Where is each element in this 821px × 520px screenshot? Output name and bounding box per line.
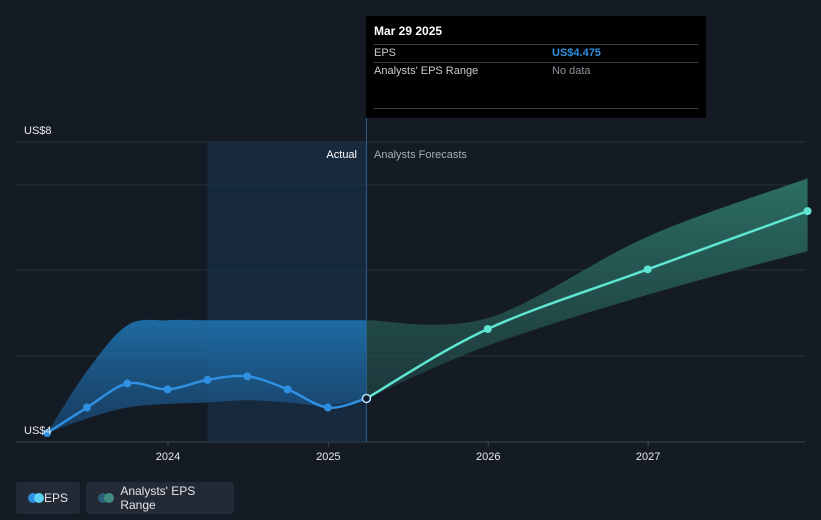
forecast-section-label: Analysts Forecasts xyxy=(374,149,467,161)
legend-item-eps[interactable]: EPS xyxy=(16,482,80,514)
hover-tooltip: Mar 29 2025 EPS US$4.475 Analysts' EPS R… xyxy=(366,16,706,118)
actual-section-label: Actual xyxy=(326,149,357,161)
range-legend-icon xyxy=(98,493,114,503)
eps-point-actual xyxy=(323,403,332,412)
eps-point-forecast xyxy=(643,265,652,274)
eps-point-forecast xyxy=(483,324,492,333)
y-tick-label-bottom: US$4 xyxy=(24,425,52,437)
tooltip-row-eps: EPS US$4.475 xyxy=(374,44,698,62)
tooltip-range-label: Analysts' EPS Range xyxy=(374,65,479,77)
eps-point-actual xyxy=(123,379,132,388)
tooltip-eps-value: US$4.475 xyxy=(552,47,601,59)
tooltip-divider xyxy=(374,108,698,109)
eps-legend-icon xyxy=(28,493,44,503)
eps-point-actual xyxy=(43,429,52,437)
eps-point-actual xyxy=(283,385,292,394)
tooltip-date: Mar 29 2025 xyxy=(374,24,443,38)
tooltip-row-range: Analysts' EPS Range No data xyxy=(374,62,698,80)
eps-point-actual xyxy=(82,403,91,412)
x-tick-label: 2027 xyxy=(636,451,660,463)
eps-point-actual xyxy=(243,372,252,381)
eps-line-forecast xyxy=(365,209,809,400)
legend-item-range[interactable]: Analysts' EPS Range xyxy=(86,482,234,514)
y-tick-label-top: US$8 xyxy=(24,125,52,137)
x-tick-label: 2026 xyxy=(476,451,500,463)
eps-point-highlighted xyxy=(361,393,372,404)
tooltip-eps-label: EPS xyxy=(374,47,397,59)
range-band-forecast xyxy=(366,178,808,399)
eps-point-actual xyxy=(203,375,212,384)
eps-point-forecast xyxy=(803,207,812,216)
x-tick-label: 2024 xyxy=(156,451,180,463)
legend-eps-label: EPS xyxy=(43,491,68,505)
eps-point-actual xyxy=(163,385,172,394)
tooltip-range-value: No data xyxy=(552,65,591,77)
legend-range-label: Analysts' EPS Range xyxy=(120,484,196,512)
x-tick-label: 2025 xyxy=(316,451,340,463)
